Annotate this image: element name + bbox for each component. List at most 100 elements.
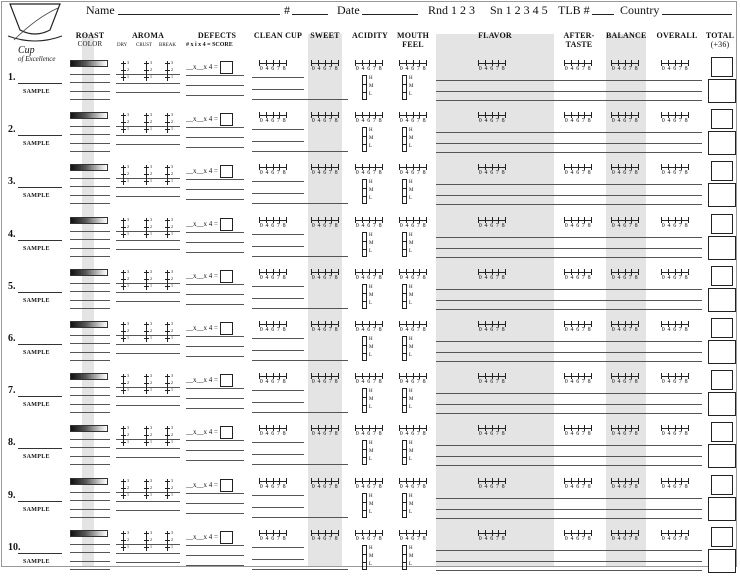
write-line[interactable]	[116, 187, 180, 189]
write-line[interactable]	[252, 307, 348, 309]
write-line[interactable]	[116, 178, 180, 180]
write-line[interactable]	[436, 288, 702, 290]
mouthfeel-scale[interactable]: 0 4 6 7 8	[398, 163, 428, 179]
acidity-scale[interactable]: 0 4 6 7 8	[354, 163, 384, 179]
write-line[interactable]	[186, 251, 244, 253]
write-line[interactable]	[116, 396, 180, 398]
write-line[interactable]	[252, 464, 348, 466]
write-line[interactable]	[186, 564, 244, 566]
aftertaste-scale[interactable]: 0 4 6 7 8	[563, 163, 593, 179]
sample-id-field[interactable]	[18, 291, 62, 293]
roast-color-gradient[interactable]	[70, 425, 108, 433]
write-line[interactable]	[436, 404, 702, 406]
defect-formula[interactable]: __x__x 4 =	[186, 165, 233, 179]
write-line[interactable]	[252, 494, 304, 496]
write-line[interactable]	[252, 338, 304, 339]
sweet-scale[interactable]: 0 4 6 7 8	[310, 372, 340, 388]
sweet-scale[interactable]: 0 4 6 7 8	[310, 59, 340, 75]
defect-score-box[interactable]	[219, 530, 233, 544]
write-line[interactable]	[186, 231, 244, 233]
sweet-scale[interactable]: 0 4 6 7 8	[310, 216, 340, 232]
intensity-boxes[interactable]	[402, 231, 407, 257]
overall-scale[interactable]: 0 4 6 7 8	[660, 424, 690, 440]
total-subscore-box[interactable]	[711, 213, 733, 234]
write-line[interactable]	[116, 92, 180, 93]
defect-score-box[interactable]	[219, 113, 233, 127]
write-line[interactable]	[436, 247, 702, 249]
write-line[interactable]	[436, 352, 702, 353]
roast-color-gradient[interactable]	[70, 477, 108, 485]
intensity-boxes[interactable]	[362, 336, 367, 361]
defect-score-box[interactable]	[219, 374, 233, 388]
clean-cup-scale[interactable]: 0 4 6 7 8	[258, 424, 288, 440]
defect-formula[interactable]: __x__x 4 =	[186, 478, 233, 492]
balance-scale[interactable]: 0 4 6 7 8	[610, 529, 640, 545]
write-line[interactable]	[70, 499, 110, 501]
total-subscore-box[interactable]	[711, 370, 733, 391]
acidity-scale[interactable]: 0 4 6 7 8	[354, 372, 384, 388]
defect-score-box[interactable]	[219, 217, 233, 231]
mouthfeel-scale[interactable]: 0 4 6 7 8	[398, 372, 428, 388]
sample-id-field[interactable]	[18, 239, 62, 241]
overall-scale[interactable]: 0 4 6 7 8	[660, 529, 690, 545]
balance-scale[interactable]: 0 4 6 7 8	[610, 111, 640, 127]
session-label[interactable]: Sn 1 2 3 4 5	[490, 3, 548, 17]
balance-scale[interactable]: 0 4 6 7 8	[610, 216, 640, 232]
aftertaste-scale[interactable]: 0 4 6 7 8	[563, 216, 593, 232]
write-line[interactable]	[252, 141, 304, 143]
sweet-scale[interactable]: 0 4 6 7 8	[310, 111, 340, 127]
write-line[interactable]	[116, 230, 180, 232]
intensity-boxes[interactable]	[362, 127, 367, 153]
acidity-scale[interactable]: 0 4 6 7 8	[354, 529, 384, 545]
write-line[interactable]	[252, 442, 304, 444]
flavor-scale[interactable]: 0 4 6 7 8	[477, 529, 507, 545]
write-line[interactable]	[70, 543, 110, 545]
write-line[interactable]	[186, 544, 244, 546]
flavor-scale[interactable]: 0 4 6 7 8	[477, 216, 507, 232]
defect-formula[interactable]: __x__x 4 =	[186, 426, 233, 440]
balance-scale[interactable]: 0 4 6 7 8	[610, 59, 640, 75]
defect-score-box[interactable]	[219, 426, 233, 440]
write-line[interactable]	[252, 99, 348, 100]
write-line[interactable]	[436, 152, 702, 154]
roast-color-gradient[interactable]	[70, 60, 108, 67]
write-line[interactable]	[70, 516, 110, 518]
write-line[interactable]	[116, 74, 180, 75]
write-line[interactable]	[186, 554, 244, 556]
write-line[interactable]	[436, 413, 702, 415]
write-line[interactable]	[116, 509, 180, 511]
write-line[interactable]	[70, 186, 110, 188]
sweet-scale[interactable]: 0 4 6 7 8	[310, 477, 340, 493]
write-line[interactable]	[186, 356, 244, 357]
overall-scale[interactable]: 0 4 6 7 8	[660, 320, 690, 336]
aftertaste-scale[interactable]: 0 4 6 7 8	[563, 424, 593, 440]
total-score-box[interactable]	[708, 392, 736, 417]
write-line[interactable]	[252, 285, 304, 287]
intensity-boxes[interactable]	[402, 75, 407, 100]
write-line[interactable]	[70, 99, 110, 100]
write-line[interactable]	[186, 388, 244, 390]
write-line[interactable]	[436, 497, 702, 499]
mouthfeel-scale[interactable]: 0 4 6 7 8	[398, 111, 428, 127]
defect-formula[interactable]: __x__x 4 =	[186, 322, 233, 335]
write-line[interactable]	[186, 336, 244, 337]
write-line[interactable]	[252, 360, 348, 361]
write-line[interactable]	[186, 85, 244, 86]
acidity-scale[interactable]: 0 4 6 7 8	[354, 268, 384, 284]
write-line[interactable]	[252, 129, 304, 131]
write-line[interactable]	[436, 204, 702, 206]
total-score-box[interactable]	[708, 444, 736, 469]
